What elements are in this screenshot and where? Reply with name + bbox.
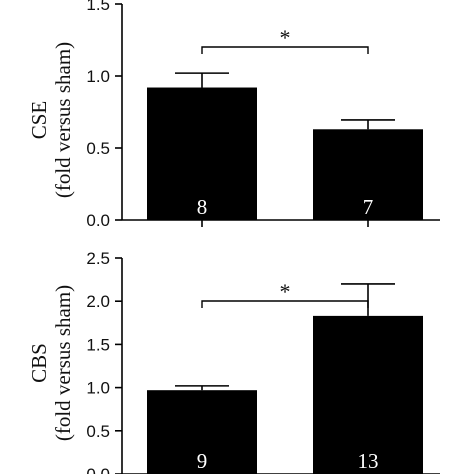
y-tick-label: 2.5 — [86, 249, 110, 268]
y-tick-label: 1.5 — [86, 0, 110, 14]
cbs-panel: 0.0 0.5 1.0 1.5 2.0 2.5 9 13 * CBS(fold versus sh… — [27, 249, 440, 474]
y-tick-label: 0.5 — [86, 422, 110, 441]
bar-n-label: 8 — [197, 195, 208, 219]
y-tick-label: 2.0 — [86, 292, 110, 311]
y-axis-title: CBS(fold versus sham) — [27, 285, 75, 441]
y-tick-label: 1.0 — [86, 67, 110, 86]
y-tick-label: 0.0 — [86, 465, 110, 474]
bar — [147, 390, 257, 474]
bar-n-label: 7 — [363, 195, 374, 219]
bar-n-label: 9 — [197, 449, 208, 473]
cse-panel: 0.0 0.5 1.0 1.5 8 7 * CSE(fold versus sham) — [27, 0, 440, 230]
significance-marker: * — [280, 279, 291, 304]
bar — [313, 129, 423, 220]
y-axis-title-line: CSE — [27, 101, 51, 140]
y-tick-label: 1.0 — [86, 379, 110, 398]
bar-n-label: 13 — [358, 449, 379, 473]
y-tick-label: 1.5 — [86, 335, 110, 354]
significance-marker: * — [280, 25, 291, 50]
y-axis-title-line: (fold versus sham) — [51, 285, 75, 441]
y-axis-title: CSE(fold versus sham) — [27, 42, 75, 198]
y-axis-title-line: CBS — [27, 343, 51, 383]
y-axis-title-line: (fold versus sham) — [51, 42, 75, 198]
y-tick-label: 0.5 — [86, 139, 110, 158]
significance-bracket — [201, 300, 369, 308]
y-tick-label: 0.0 — [86, 211, 110, 230]
bar — [147, 87, 257, 221]
bar — [313, 315, 423, 474]
significance-bracket — [201, 46, 369, 54]
